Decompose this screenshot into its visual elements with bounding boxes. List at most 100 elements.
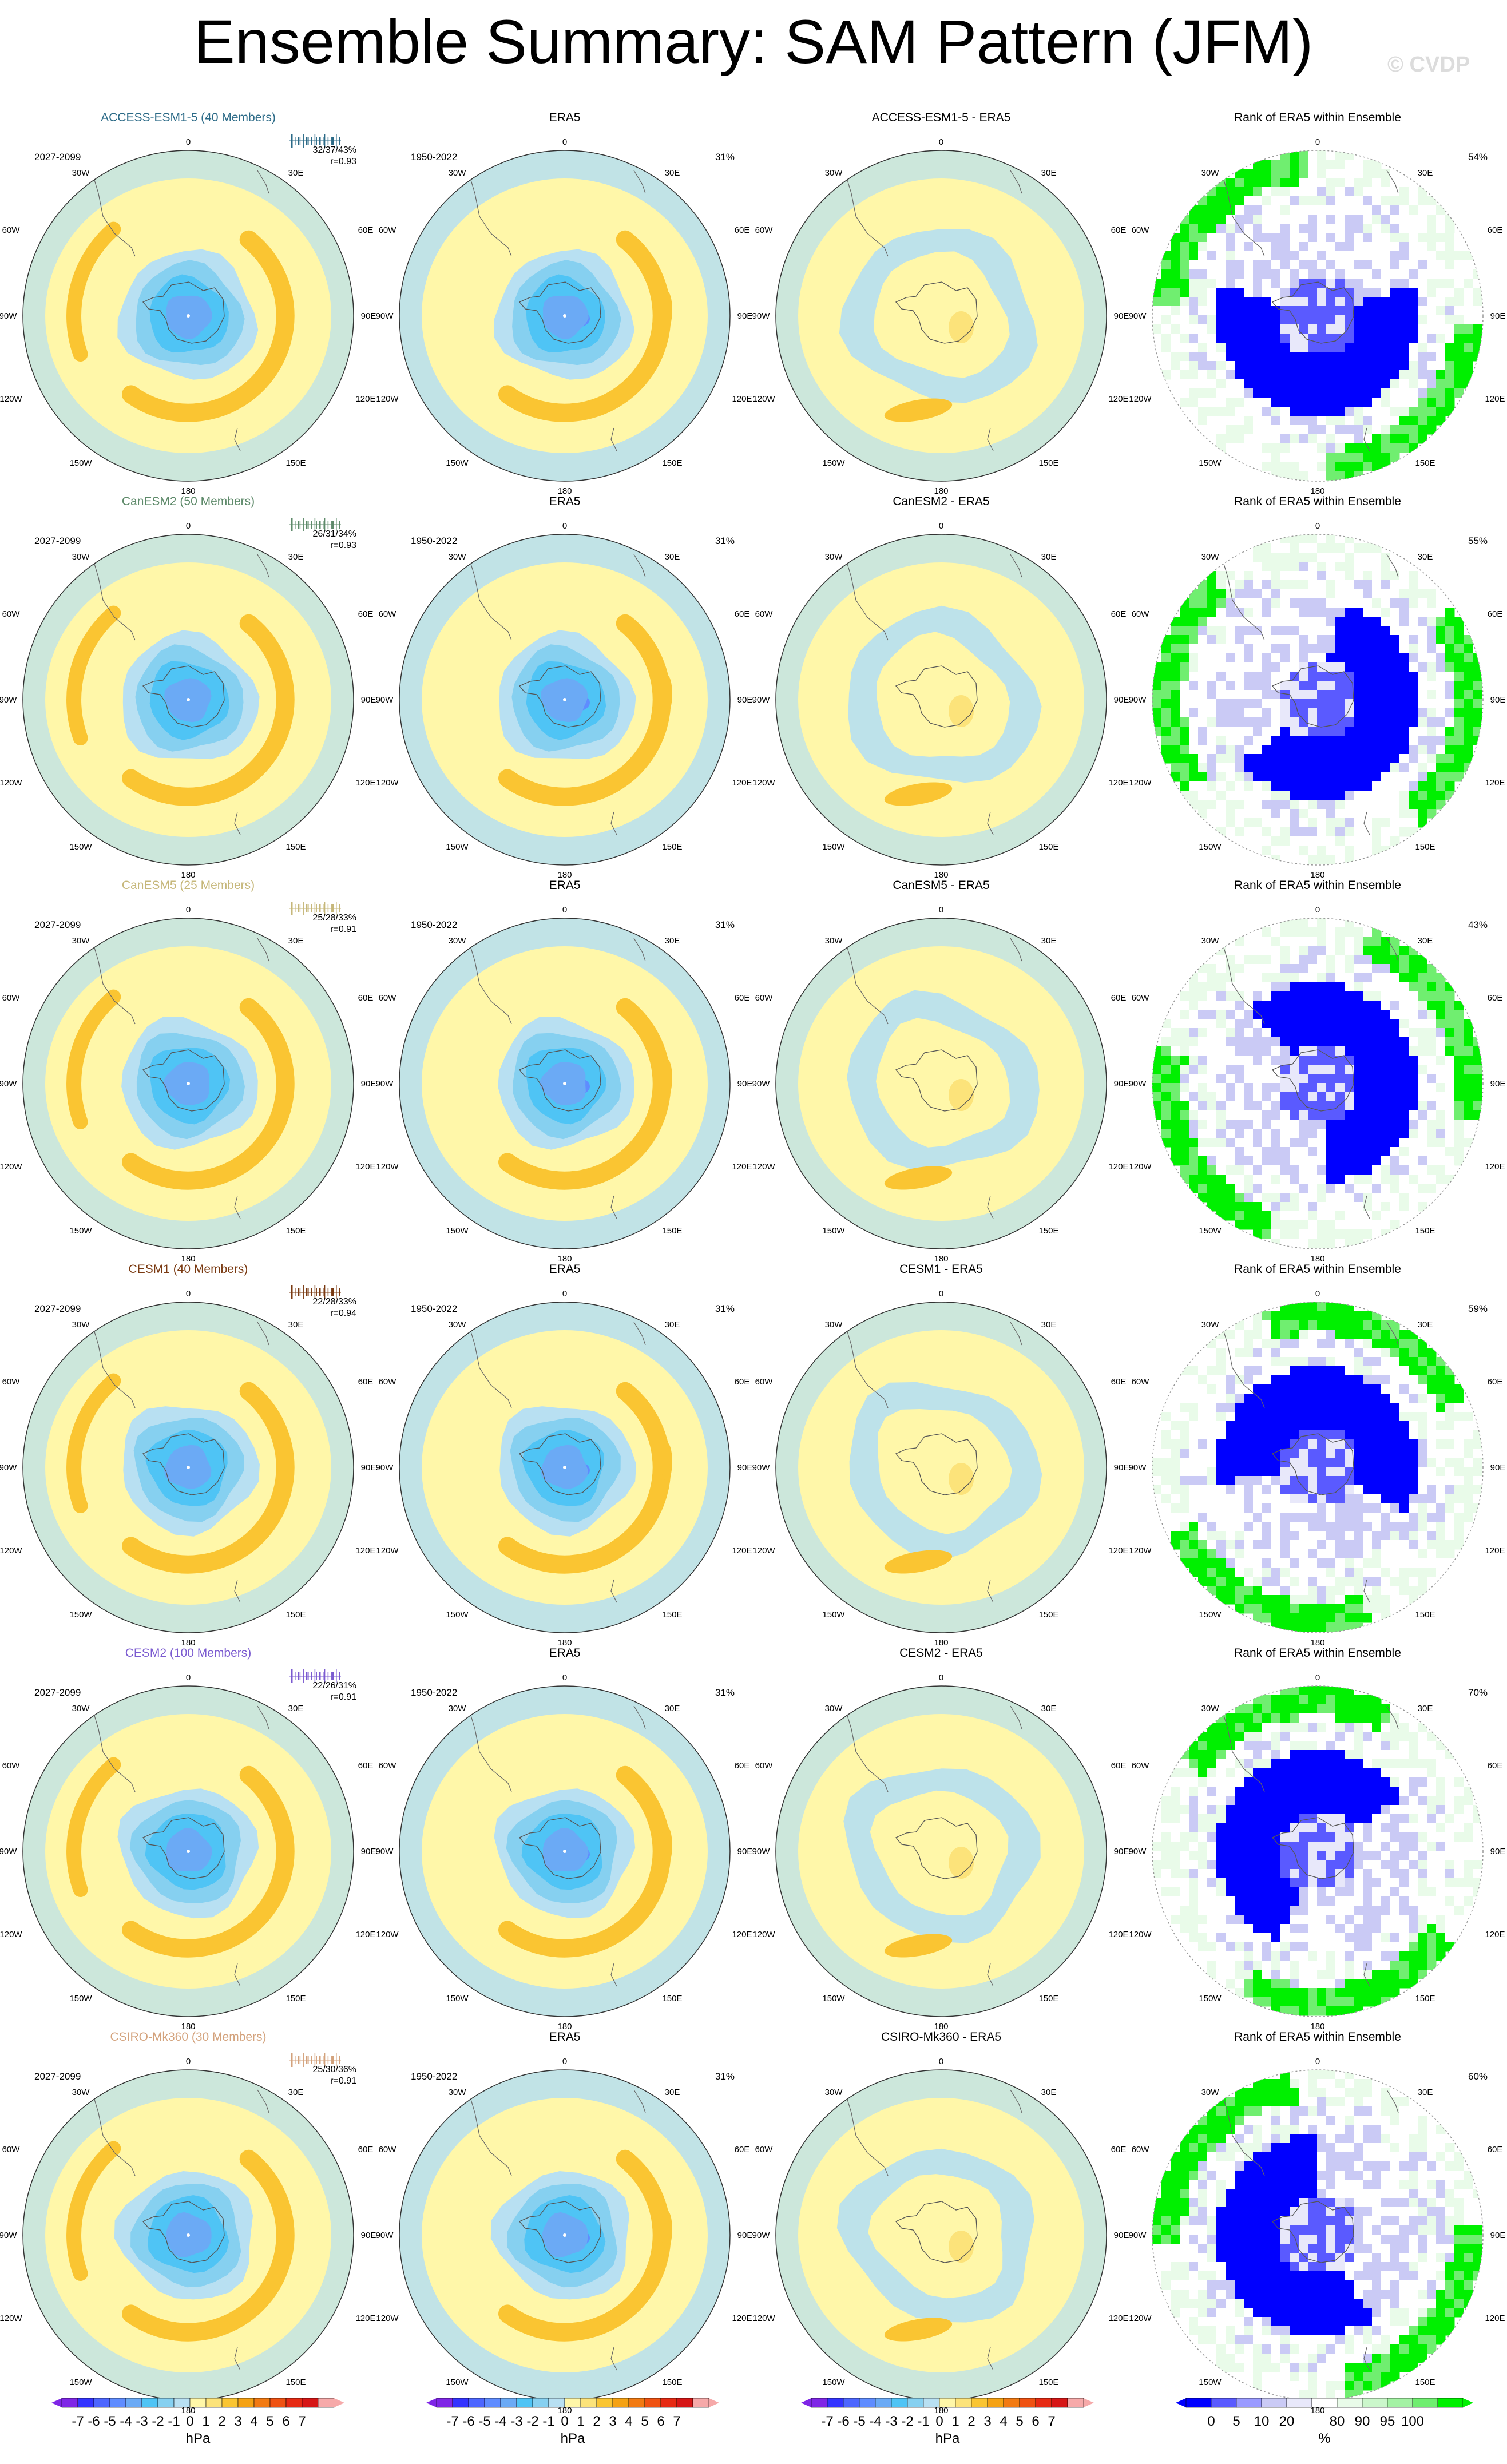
member-spread-ticks	[289, 902, 341, 915]
percent-label: 31%	[715, 919, 735, 930]
period-label: 1950-2022	[411, 535, 458, 546]
map-lon-label: 150W	[1199, 2378, 1222, 2387]
map-lon-label: 150E	[662, 1610, 682, 1620]
stats-label: 25/28/33% r=0.91	[312, 913, 356, 934]
period-label: 1950-2022	[411, 152, 458, 162]
polar-map: 0 180 30W 60W 90W 120W 150W 30E 60E 90E 120E 150E	[0, 1289, 376, 1648]
map-lon-label: 60W	[755, 1761, 774, 1771]
map-boundary	[1152, 918, 1484, 1249]
colorbar-swatch	[157, 2398, 175, 2408]
colorbar-swatch	[875, 2398, 892, 2408]
map-lon-label: 0	[186, 137, 191, 147]
polar-map: 0 180 30W 60W 90W 120W 150W 30E 60E 90E 120E 150E	[752, 521, 1129, 880]
map-lon-label: 30E	[1418, 1320, 1433, 1330]
panel-title: CESM1 - ERA5	[899, 1263, 983, 1276]
polar-map: 0 180 30W 60W 90W 120W 150W 30E 60E 90E 120E 150E	[376, 137, 753, 496]
map-boundary	[1152, 2069, 1484, 2401]
colorbar-tick-label: -1	[542, 2414, 554, 2429]
colorbar-tick-label: 0	[935, 2414, 943, 2429]
map-lon-label: 0	[939, 521, 943, 531]
copyright-text: © CVDP	[1387, 53, 1470, 77]
map-lon-label: 150W	[822, 2378, 845, 2387]
percent-label: 55%	[1468, 535, 1488, 546]
map-lon-label: 120W	[1129, 1930, 1152, 1939]
map-lon-label: 30W	[1201, 552, 1220, 562]
map-lon-label: 120W	[0, 2314, 22, 2323]
map-lon-label: 90E	[1490, 695, 1506, 705]
map-lon-label: 60W	[1132, 609, 1150, 619]
map-lon-label: 150E	[1415, 458, 1435, 468]
map-lon-label: 120W	[0, 1162, 22, 1172]
map-boundary	[775, 918, 1107, 1249]
map-lon-label: 90E	[1114, 2231, 1129, 2240]
panel-title: Rank of ERA5 within Ensemble	[1234, 2030, 1401, 2044]
panel-title: CanESM5 (25 Members)	[121, 879, 255, 892]
map-lon-label: 60W	[379, 609, 397, 619]
map-lon-label: 90W	[1129, 1847, 1147, 1856]
map-lon-label: 30W	[1201, 1704, 1220, 1713]
colorbar-swatch	[1185, 2398, 1212, 2408]
period-label: 2027-2099	[34, 1303, 81, 1314]
map-lon-label: 150W	[69, 458, 92, 468]
panel-title: Rank of ERA5 within Ensemble	[1234, 495, 1401, 508]
colorbar-tick-label: -4	[120, 2414, 132, 2429]
map-lon-label: 150E	[1415, 2378, 1435, 2387]
map-lon-label: 60E	[1488, 225, 1503, 235]
map-lon-label: 150W	[1199, 1610, 1222, 1620]
colorbar-swatch	[644, 2398, 661, 2408]
panel-model-row-6: 0 180 30W 60W 90W 120W 150W 30E 60E 90E 120E 150E CS…	[0, 2004, 376, 2415]
map-lon-label: 90E	[1490, 2231, 1506, 2240]
map-lon-label: 30E	[665, 1320, 680, 1330]
map-lon-label: 150W	[1199, 458, 1222, 468]
map-lon-label: 180	[934, 2406, 948, 2415]
map-lon-label: 150E	[1415, 1226, 1435, 1236]
colorbar-swatch	[125, 2398, 142, 2408]
map-lon-label: 120W	[752, 1930, 775, 1939]
map-lon-label: 90W	[376, 1847, 394, 1856]
map-lon-label: 180	[557, 2022, 572, 2031]
map-lon-label: 0	[186, 1289, 191, 1299]
map-lon-label: 30E	[288, 168, 304, 178]
map-lon-label: 150W	[822, 1610, 845, 1620]
map-lon-label: 90W	[752, 2231, 771, 2240]
map-lon-label: 30W	[1201, 936, 1220, 946]
colorbar-swatch	[676, 2398, 693, 2408]
panel-title: Rank of ERA5 within Ensemble	[1234, 1263, 1401, 1276]
polar-map: 0 180 30W 60W 90W 120W 150W 30E 60E 90E 120E 150E	[0, 521, 376, 880]
map-lon-label: 0	[562, 905, 567, 915]
panel-diff-row-1: 0 180 30W 60W 90W 120W 150W 30E 60E 90E 120E 150E AC…	[752, 85, 1129, 496]
percent-label: 31%	[715, 152, 735, 162]
panel-rank-row-6: 0 180 30W 60W 90W 120W 150W 30E 60E 90E 120E 150E Ra…	[1129, 2004, 1506, 2415]
colorbar-tick-label: 3	[983, 2414, 991, 2429]
colorbar-tick-label: -1	[917, 2414, 929, 2429]
panel-title: CESM1 (40 Members)	[128, 1263, 248, 1276]
map-lon-label: 0	[186, 905, 191, 915]
map-lon-label: 90E	[361, 311, 376, 321]
map-lon-label: 60E	[1111, 225, 1127, 235]
map-lon-label: 30W	[72, 168, 90, 178]
map-lon-label: 60W	[379, 225, 397, 235]
map-lon-label: 120E	[1108, 1546, 1128, 1556]
map-lon-label: 120E	[1485, 2314, 1505, 2323]
map-lon-label: 180	[934, 2022, 948, 2031]
map-lon-label: 30E	[665, 552, 680, 562]
colorbar-end	[801, 2398, 811, 2407]
map-lon-label: 90W	[0, 1847, 17, 1856]
map-lon-label: 120W	[376, 1162, 399, 1172]
colorbar-swatch	[269, 2398, 287, 2408]
map-lon-label: 120E	[355, 1930, 375, 1939]
colorbar-swatch	[253, 2398, 271, 2408]
map-lon-label: 0	[1315, 2057, 1320, 2066]
colorbar-swatch	[237, 2398, 255, 2408]
colorbar-tick-label: -6	[462, 2414, 474, 2429]
map-lon-label: 0	[939, 137, 943, 147]
colorbar-tick-label: 7	[673, 2414, 680, 2429]
stats-label: 22/28/33% r=0.94	[312, 1297, 356, 1318]
colorbar-swatch	[1261, 2398, 1287, 2408]
colorbar-swatch	[61, 2398, 78, 2408]
map-lon-label: 90E	[361, 1463, 376, 1473]
map-lon-label: 0	[939, 1673, 943, 1683]
map-lon-label: 150W	[822, 842, 845, 852]
map-lon-label: 60E	[1488, 1761, 1503, 1771]
map-lon-label: 120E	[355, 394, 375, 404]
